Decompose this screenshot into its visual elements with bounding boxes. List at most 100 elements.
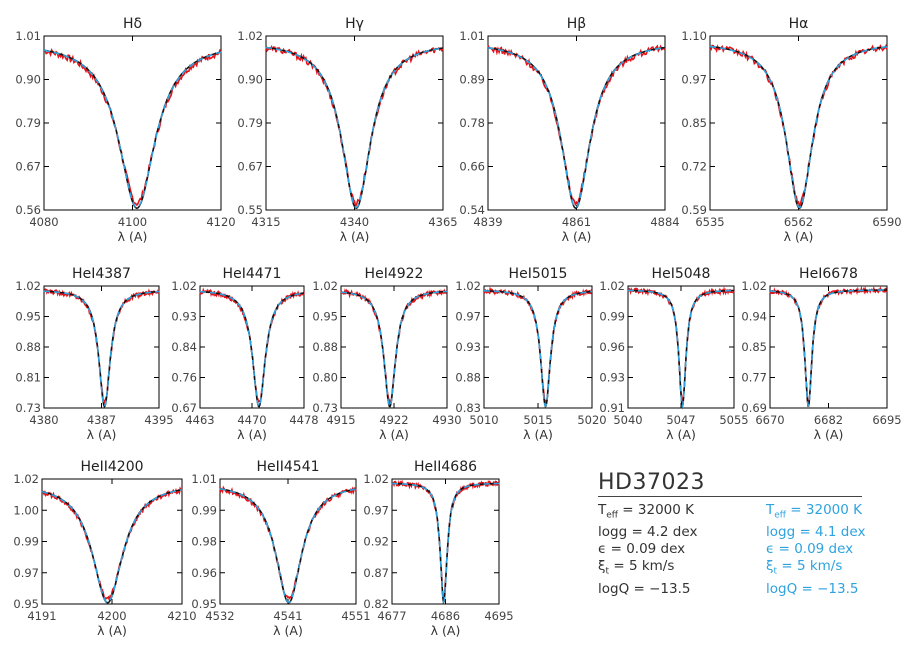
- y-tick-label: 0.83: [455, 401, 481, 415]
- y-tick-label: 0.99: [13, 535, 39, 549]
- y-tick-label: 0.88: [455, 371, 481, 385]
- y-tick-label: 0.98: [191, 535, 217, 549]
- x-tick-label: 5015: [523, 413, 552, 427]
- y-tick-label: 0.88: [312, 340, 338, 354]
- model-black-line: [200, 290, 305, 408]
- x-tick-label: 4387: [87, 413, 116, 427]
- plot-frame: [219, 478, 357, 605]
- chart-title: HeI4471: [223, 266, 282, 282]
- model-black-line: [219, 487, 357, 604]
- chart-title: HeI5048: [652, 266, 711, 282]
- chart-title: Hγ: [345, 16, 364, 32]
- chart-title: HeI4922: [365, 266, 424, 282]
- y-tick-label: 1.00: [13, 503, 39, 517]
- plot-frame: [340, 285, 448, 409]
- x-axis-label: λ (A): [237, 427, 267, 442]
- y-tick-label: 0.56: [15, 203, 41, 217]
- y-tick-label: 0.59: [681, 203, 707, 217]
- star-name: HD37023: [598, 470, 705, 495]
- epsilon-line: ϵ = 0.09 dex: [598, 541, 686, 558]
- observed-spectrum-line: [483, 286, 593, 406]
- chart-title: HeI6678: [799, 266, 858, 282]
- logg-line: logg = 4.1 dex: [766, 524, 866, 541]
- x-tick-label: 6670: [755, 413, 784, 427]
- x-tick-label: 6562: [784, 215, 813, 229]
- y-tick-label: 0.97: [455, 310, 481, 324]
- xi-value: = 5 km/s: [609, 558, 675, 575]
- x-axis-label: λ (A): [379, 427, 409, 442]
- model-blue-line: [43, 49, 222, 209]
- y-tick-label: 1.10: [681, 29, 707, 43]
- logq-line: logQ = −13.5: [766, 580, 859, 597]
- model-blue-line: [770, 289, 887, 407]
- x-axis-label: λ (A): [340, 229, 370, 244]
- y-tick-label: 0.79: [15, 116, 41, 130]
- model-blue-line: [340, 290, 448, 407]
- teff-line: Teff = 32000 K: [766, 502, 865, 524]
- y-tick-label: 0.73: [312, 401, 338, 415]
- y-tick-label: 0.95: [312, 310, 338, 324]
- y-tick-label: 1.02: [363, 472, 389, 486]
- teff-line: Teff = 32000 K: [598, 502, 697, 524]
- plot-frame: [265, 35, 444, 211]
- model-blue-line: [265, 46, 444, 209]
- chart-title: Hβ: [567, 16, 586, 32]
- y-tick-label: 0.78: [459, 116, 485, 130]
- model-black-line: [770, 289, 887, 407]
- model-black-line: [41, 488, 183, 604]
- x-tick-label: 4365: [428, 215, 457, 229]
- y-tick-label: 0.93: [599, 371, 625, 385]
- y-tick-label: 0.95: [191, 597, 217, 611]
- y-tick-label: 0.96: [191, 566, 217, 580]
- model-black-line: [392, 482, 499, 605]
- y-tick-label: 0.93: [455, 340, 481, 354]
- x-tick-label: 4532: [205, 609, 234, 623]
- microturbulence-line: ξt = 5 km/s: [766, 558, 865, 580]
- observed-spectrum-line: [219, 485, 357, 600]
- y-tick-label: 1.02: [171, 279, 197, 293]
- x-tick-label: 4200: [97, 609, 126, 623]
- model-black-line: [487, 46, 666, 210]
- y-tick-label: 0.93: [171, 310, 197, 324]
- observed-spectrum-line: [769, 285, 888, 407]
- x-tick-label: 4210: [167, 609, 196, 623]
- chart-title: Hα: [789, 16, 809, 32]
- x-axis-label: λ (A): [523, 427, 553, 442]
- y-tick-label: 0.77: [741, 371, 767, 385]
- x-tick-label: 5020: [577, 413, 606, 427]
- x-axis-label: λ (A): [666, 427, 696, 442]
- model-black-line: [43, 49, 222, 210]
- observed-spectrum-line: [199, 287, 305, 403]
- y-tick-label: 0.81: [15, 371, 41, 385]
- teff-subscript: eff: [606, 510, 618, 521]
- y-tick-label: 0.96: [599, 340, 625, 354]
- y-tick-label: 0.87: [363, 566, 389, 580]
- y-tick-label: 0.91: [599, 401, 625, 415]
- x-axis-label: λ (A): [562, 229, 592, 244]
- model-blue-line: [199, 290, 305, 408]
- y-tick-label: 0.73: [15, 401, 41, 415]
- plot-frame: [709, 35, 888, 211]
- y-tick-label: 0.85: [681, 116, 707, 130]
- xi-symbol: ξ: [598, 558, 606, 575]
- y-tick-label: 0.85: [741, 340, 767, 354]
- y-tick-label: 1.02: [455, 279, 481, 293]
- chart-title: Hδ: [123, 16, 142, 32]
- y-tick-label: 0.67: [15, 160, 41, 174]
- model-black-line: [341, 290, 448, 408]
- y-tick-label: 1.02: [15, 279, 41, 293]
- xi-subscript: t: [773, 566, 778, 577]
- y-tick-label: 0.79: [237, 116, 263, 130]
- y-tick-label: 0.72: [681, 160, 707, 174]
- y-tick-label: 0.95: [15, 310, 41, 324]
- plot-frame: [487, 35, 666, 211]
- y-tick-label: 1.01: [459, 29, 485, 43]
- xi-subscript: t: [605, 566, 610, 577]
